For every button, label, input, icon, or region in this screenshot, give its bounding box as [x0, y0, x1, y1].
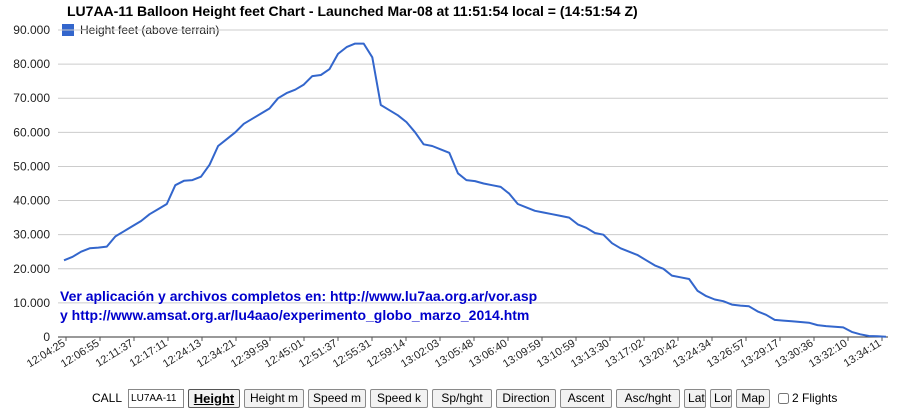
x-tick-label: 12:11:37 [94, 337, 136, 369]
chart-button-speed-m[interactable]: Speed m [308, 388, 367, 408]
y-tick-label: 60.000 [13, 125, 50, 139]
y-tick-label: 0 [43, 330, 50, 344]
call-input[interactable] [128, 388, 185, 408]
chart-button-ascent[interactable]: Ascent [560, 388, 613, 408]
chart-button-height[interactable]: Height [188, 388, 241, 408]
y-tick-label: 10.000 [13, 296, 50, 310]
chart-button-sp-hght[interactable]: Sp/hght [432, 388, 493, 408]
y-tick-label: 20.000 [13, 262, 50, 276]
two-flights-toggle[interactable]: 2 Flights [778, 391, 837, 405]
call-label: CALL [92, 391, 123, 405]
y-tick-label: 70.000 [13, 91, 50, 105]
grid-lines [58, 29, 888, 338]
y-tick-label: 50.000 [13, 159, 50, 173]
chart-button-asc-hght[interactable]: Asc/hght [616, 388, 681, 408]
x-tick-label: 13:34:11 [842, 337, 884, 369]
chart: LU7AA-11 Balloon Height feet Chart - Lau… [13, 3, 888, 370]
chart-button-direction[interactable]: Direction [496, 388, 557, 408]
x-axis: 12:04:2512:06:5512:11:3712:17:1112:24:13… [25, 337, 884, 370]
x-tick-label: 12:06:55 [59, 337, 102, 370]
note-line-1[interactable]: Ver aplicación y archivos completos en: … [60, 288, 537, 304]
chart-button-map[interactable]: Map [736, 388, 771, 408]
y-tick-label: 30.000 [13, 228, 50, 242]
plot-area [63, 42, 887, 338]
chart-button-lat[interactable]: Lat [684, 388, 707, 408]
two-flights-label: 2 Flights [792, 391, 838, 405]
two-flights-checkbox[interactable] [778, 392, 790, 404]
chart-button-lon[interactable]: Lon [710, 388, 733, 408]
y-tick-label: 80.000 [13, 57, 50, 71]
y-axis: 0 10.000 20.000 30.000 40.000 50.000 60.000 70.… [13, 23, 50, 344]
chart-button-speed-k[interactable]: Speed k [370, 388, 429, 408]
chart-title: LU7AA-11 Balloon Height feet Chart - Lau… [67, 3, 638, 19]
series-line-height [63, 42, 887, 338]
chart-type-buttons: Height Height m Speed m Speed k Sp/hght Direc… [188, 388, 771, 408]
chart-button-height-m[interactable]: Height m [244, 388, 305, 408]
note-line-2[interactable]: y http://www.amsat.org.ar/lu4aao/experim… [60, 307, 529, 323]
y-tick-label: 90.000 [13, 23, 50, 37]
y-tick-label: 40.000 [13, 194, 50, 208]
x-tick-label: 13:32:10 [807, 337, 850, 370]
